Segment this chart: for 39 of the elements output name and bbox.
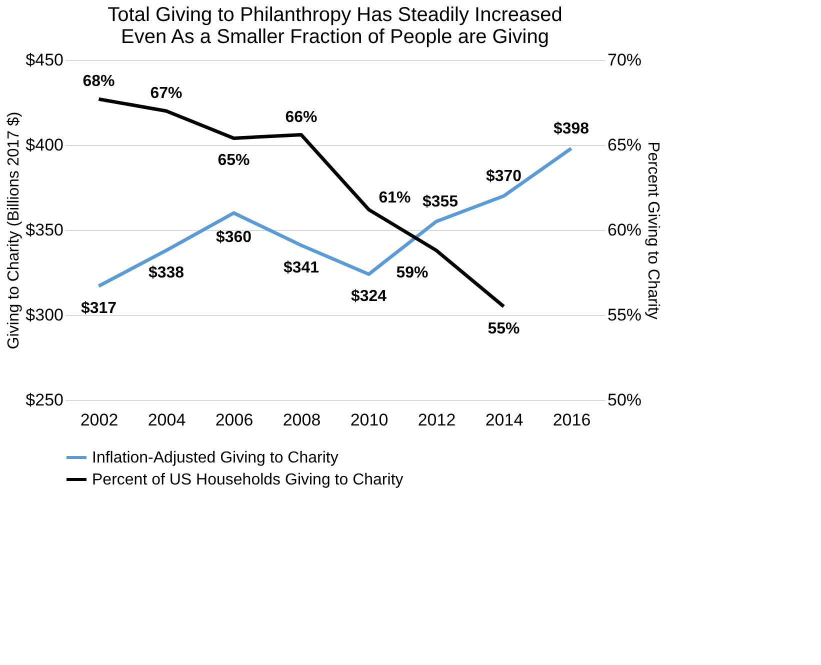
y2-tick-label: 55%	[608, 306, 642, 324]
y2-tick-label: 50%	[608, 390, 642, 410]
data-label: 67%	[150, 85, 182, 102]
data-label: $355	[422, 194, 458, 210]
x-tick-label: 2014	[485, 410, 524, 430]
x-tick-label: 2004	[148, 410, 186, 430]
data-label: $370	[486, 168, 522, 185]
data-label: 55%	[488, 320, 520, 338]
x-tick-label: 2010	[350, 410, 388, 430]
data-label: $341	[283, 259, 320, 276]
y2-axis-title: Percent Giving to Charity	[644, 142, 662, 320]
line-series	[97, 146, 573, 288]
data-label: $398	[553, 120, 590, 138]
y-tick-label: $250	[26, 390, 64, 410]
y-tick-label: $300	[26, 306, 64, 324]
y-tick-label: $400	[26, 136, 64, 154]
data-label: 65%	[218, 152, 250, 170]
x-tick-label: 2006	[215, 410, 254, 430]
x-tick-label: 2002	[80, 410, 118, 430]
data-label: 66%	[285, 108, 318, 126]
x-tick-label: 2012	[418, 410, 456, 430]
data-label: $360	[216, 229, 252, 246]
data-label: 61%	[378, 190, 411, 207]
chart-title: Total Giving to Philanthropy Has Steadily Increased Even As a Smaller Fraction of People are Giving	[108, 4, 562, 48]
data-label: 59%	[396, 264, 428, 282]
y-tick-label: $350	[26, 220, 64, 240]
legend-label: Percent of US Households Giving to Charity	[92, 472, 404, 488]
y-axis-title: Giving to Charity (Billions 2017 $)	[6, 112, 23, 350]
data-label: $324	[350, 288, 387, 306]
legend-label: Inflation-Adjusted Giving to Charity	[92, 450, 338, 466]
y-tick-label: $450	[26, 50, 64, 70]
data-label: 68%	[82, 73, 115, 90]
x-tick-label: 2008	[282, 410, 321, 430]
x-tick-label: 2016	[552, 410, 591, 430]
y2-tick-label: 60%	[608, 220, 642, 240]
data-label: $338	[148, 264, 184, 282]
y2-tick-label: 70%	[608, 50, 642, 70]
y2-tick-label: 65%	[608, 136, 642, 154]
data-label: $317	[80, 300, 117, 318]
